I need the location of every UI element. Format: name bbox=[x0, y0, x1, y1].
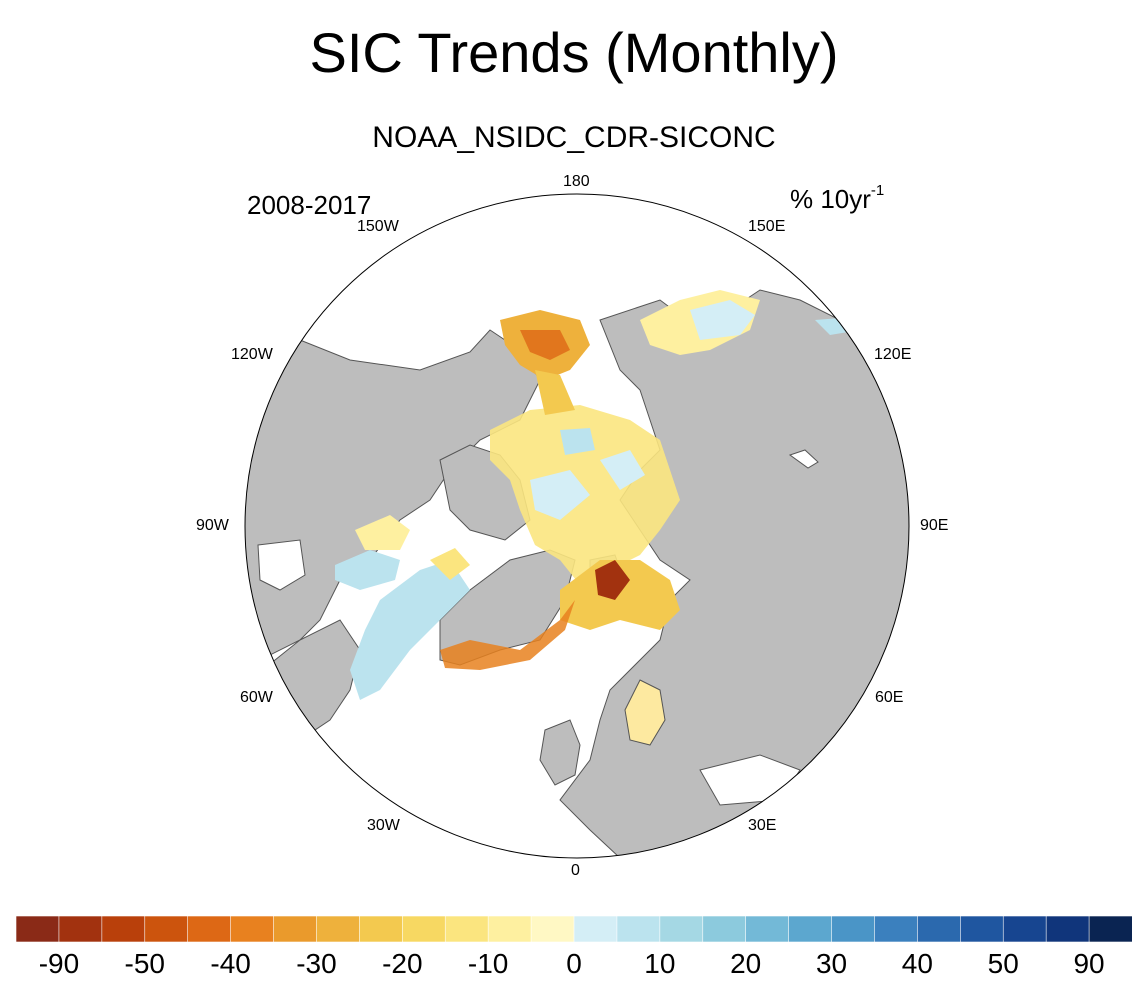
colorbar-swatch bbox=[144, 916, 189, 942]
colorbar-swatch bbox=[487, 916, 532, 942]
colorbar-tick-label: 0 bbox=[566, 948, 582, 979]
sic-barents-core bbox=[595, 560, 630, 600]
colorbar-swatch bbox=[402, 916, 447, 942]
lon-label-30w: 30W bbox=[367, 817, 400, 834]
units-exponent: -1 bbox=[870, 182, 885, 199]
units-label: % 10yr-1 bbox=[790, 182, 885, 215]
colorbar-tick-label: 30 bbox=[815, 948, 848, 979]
colorbar-tick-label: -10 bbox=[467, 948, 509, 979]
colorbar-tick-label: -40 bbox=[210, 948, 251, 979]
colorbar-swatch bbox=[788, 916, 833, 942]
colorbar-swatch bbox=[359, 916, 404, 942]
sic-arctic-blue-2 bbox=[600, 450, 645, 490]
units-base: % 10yr bbox=[790, 184, 871, 214]
lake-baikal bbox=[788, 449, 819, 469]
lon-label-30e: 30E bbox=[748, 817, 777, 834]
colorbar-swatch bbox=[917, 916, 962, 942]
dataset-subtitle: NOAA_NSIDC_CDR-SICONC bbox=[372, 121, 776, 154]
lon-label-150e: 150E bbox=[748, 218, 786, 235]
colorbar-swatch bbox=[316, 916, 361, 942]
colorbar-swatch bbox=[745, 916, 790, 942]
colorbar-swatch bbox=[616, 916, 661, 942]
colorbar-tick-label: 20 bbox=[730, 948, 762, 979]
sic-hudson bbox=[335, 550, 400, 590]
colorbar-swatch bbox=[444, 916, 489, 942]
colorbar-swatch bbox=[530, 916, 575, 942]
chart-title: SIC Trends (Monthly) bbox=[309, 21, 839, 84]
colorbar-swatch bbox=[1045, 916, 1090, 942]
lon-label-150w: 150W bbox=[357, 218, 399, 235]
lon-label-90w: 90W bbox=[196, 517, 229, 534]
colorbar-swatch bbox=[874, 916, 919, 942]
colorbar-swatch bbox=[230, 916, 275, 942]
lon-label-60w: 60W bbox=[240, 689, 273, 706]
sea-baltic bbox=[624, 679, 666, 746]
lon-label-0: 0 bbox=[571, 862, 580, 879]
land-britain bbox=[539, 719, 581, 786]
lon-label-120w: 120W bbox=[231, 346, 273, 363]
sic-arctic-blue-1 bbox=[530, 470, 590, 520]
sic-barents bbox=[560, 560, 680, 630]
colorbar-tick-label: -20 bbox=[382, 948, 423, 979]
colorbar-tick-label: 90 bbox=[1073, 948, 1105, 979]
colorbar-tick-label: -50 bbox=[124, 948, 165, 979]
sic-bering-strait bbox=[535, 370, 575, 415]
colorbar-swatch bbox=[1002, 916, 1047, 942]
sic-greenland-east bbox=[440, 600, 575, 670]
colorbar-tick-label: -30 bbox=[296, 948, 337, 979]
colorbar-swatch bbox=[960, 916, 1005, 942]
colorbar-tick-label: 50 bbox=[987, 948, 1019, 979]
colorbar-swatch bbox=[1088, 916, 1132, 942]
sic-baffin-yellow bbox=[430, 548, 470, 580]
colorbar-tick-label: 10 bbox=[644, 948, 676, 979]
sic-baffin bbox=[350, 560, 470, 700]
lon-label-90e: 90E bbox=[920, 517, 949, 534]
sic-hudson-yellow bbox=[355, 515, 410, 550]
colorbar-swatch bbox=[702, 916, 747, 942]
time-period-label: 2008-2017 bbox=[247, 190, 372, 220]
map-boundary bbox=[244, 193, 910, 859]
colorbar-swatch bbox=[58, 916, 103, 942]
sic-chukchi-core bbox=[520, 330, 570, 360]
lon-label-60e: 60E bbox=[875, 689, 904, 706]
polar-map bbox=[244, 193, 910, 859]
lon-label-180: 180 bbox=[563, 173, 590, 190]
sic-east-siberian-blue bbox=[690, 300, 755, 340]
colorbar-swatch bbox=[16, 916, 60, 942]
colorbar-swatch bbox=[573, 916, 618, 942]
colorbar bbox=[16, 916, 1132, 942]
colorbar-swatch bbox=[101, 916, 146, 942]
hudson-bay-open bbox=[257, 539, 306, 591]
colorbar-tick-label: 40 bbox=[901, 948, 933, 979]
lon-label-120e: 120E bbox=[874, 346, 912, 363]
colorbar-swatch bbox=[187, 916, 232, 942]
colorbar-swatch bbox=[831, 916, 876, 942]
colorbar-tick-label: -90 bbox=[38, 948, 80, 979]
sic-arctic-blue-3 bbox=[560, 428, 595, 455]
colorbar-swatch bbox=[659, 916, 704, 942]
colorbar-swatch bbox=[273, 916, 318, 942]
